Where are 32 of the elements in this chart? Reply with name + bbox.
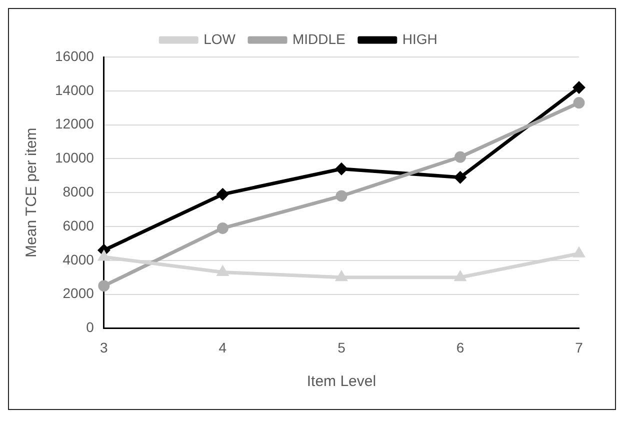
point <box>573 82 585 94</box>
legend-label: HIGH <box>402 30 438 47</box>
x-tick-label: 6 <box>456 339 464 356</box>
point <box>573 97 585 109</box>
x-tick-label: 5 <box>338 339 346 356</box>
y-tick-label: 2000 <box>62 285 94 302</box>
x-tick-label: 7 <box>575 339 584 356</box>
point <box>454 151 466 163</box>
y-tick-label: 8000 <box>62 183 94 200</box>
point <box>216 222 228 234</box>
point <box>336 163 348 175</box>
point <box>574 248 584 258</box>
point <box>98 280 110 292</box>
x-axis-title: Item Level <box>306 373 376 390</box>
point <box>336 190 348 202</box>
y-tick-label: 12000 <box>54 116 94 132</box>
point <box>216 188 228 200</box>
y-tick-label: 0 <box>86 319 94 336</box>
y-tick-label: 16000 <box>54 48 94 64</box>
point <box>98 251 110 261</box>
y-tick-label: 4000 <box>62 251 94 268</box>
y-tick-label: 10000 <box>54 150 94 166</box>
point <box>455 272 466 282</box>
point <box>336 272 347 282</box>
y-tick-label: 14000 <box>54 82 94 98</box>
x-tick-label: 4 <box>218 339 227 356</box>
point <box>454 172 466 184</box>
legend-label: LOW <box>204 30 236 47</box>
y-axis-title: Mean TCE per item <box>23 128 40 258</box>
y-tick-label: 6000 <box>62 217 94 234</box>
legend-label: MIDDLE <box>292 30 346 47</box>
x-tick-label: 3 <box>100 339 108 356</box>
